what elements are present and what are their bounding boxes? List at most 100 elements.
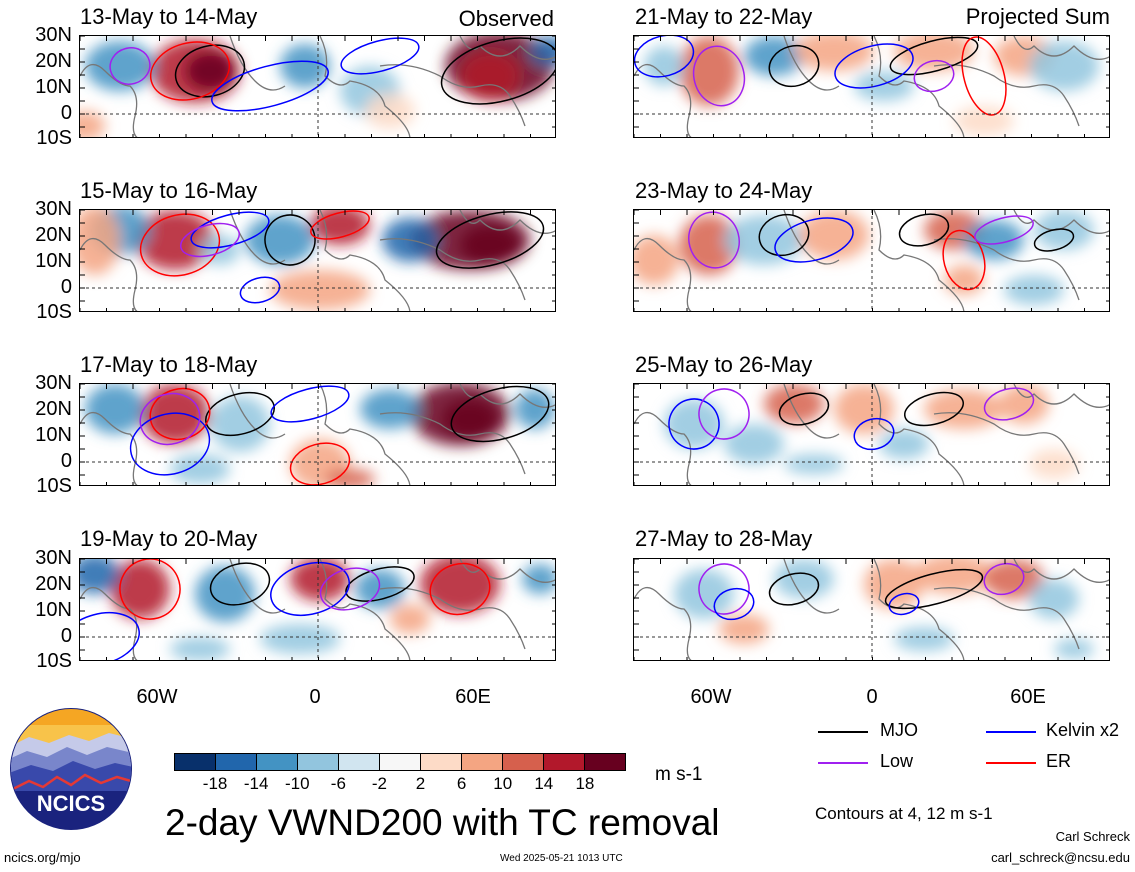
lon-label-60e-right: 60E [1010,686,1046,708]
anomaly-blob [360,389,420,429]
contour [668,398,720,450]
coastline [933,238,1080,301]
contour [768,44,820,88]
coastline [873,210,965,311]
contour [340,37,420,75]
coastline [379,64,526,127]
contour [174,44,246,98]
contour [758,213,810,257]
footer-email[interactable]: carl_schreck@ncsu.edu [991,850,1130,865]
anomaly-blob [310,210,370,245]
contour [778,392,830,426]
lat-label: 10S [36,475,72,497]
anomaly-blob [854,71,914,101]
ncics-logo: NCICS [9,707,133,831]
contour [834,43,914,89]
footer-author: Carl Schreck [1055,829,1130,844]
anomaly-blob [834,384,894,434]
coastline [80,64,138,137]
colorbar-tick-label: -18 [202,774,228,793]
coastline [933,64,1080,127]
lon-label-0-right: 0 [866,686,878,708]
panel-tag-projected: Projected Sum [965,4,1110,29]
legend-label-mjo: MJO [880,720,918,740]
anomaly-blob [864,559,924,609]
map-svg-2 [80,210,555,311]
anomaly-blob [879,429,929,459]
anomaly-blob [420,559,500,614]
axis-ticks [80,210,555,311]
coastline [319,36,411,137]
svg-text:NCICS: NCICS [37,791,105,816]
colorbar-tick-label: -10 [284,774,310,793]
lat-label: 10N [35,424,72,446]
colorbar-swatch [543,754,584,770]
panel-tag-observed: Observed [458,6,554,31]
colorbar-swatch [338,754,379,770]
lat-label: 0 [60,625,72,647]
contour [289,442,351,485]
anomaly-blob [245,215,315,265]
map-panel-3 [79,383,556,486]
anomaly-blob [290,559,350,601]
coastline [379,412,526,475]
colorbar-tick-label: 2 [415,774,426,793]
coastlines [80,559,555,660]
anomaly-blob [110,559,170,619]
contour [270,561,350,617]
footer-url[interactable]: ncics.org/mjo [4,850,81,865]
legend-line-low [818,762,868,764]
contour [109,47,151,85]
lat-label: 0 [60,102,72,124]
colorbar-swatch [297,754,338,770]
anomaly-blob [80,559,120,594]
map-panel-8 [633,558,1110,661]
colorbar-swatch [461,754,502,770]
contour [310,210,370,240]
colorbar-swatch [420,754,461,770]
panel-title-3: 17-May to 18-May [80,352,258,377]
coastline [319,384,411,485]
contour [889,36,979,76]
contour [774,217,854,263]
anomaly-field [85,384,555,485]
coastline [80,238,138,311]
anomaly-blob [460,51,520,101]
map-panel-5 [633,35,1110,138]
lat-label: 30N [35,198,72,220]
legend-label-kelvin: Kelvin x2 [1046,720,1120,740]
anomaly-blob [522,564,555,594]
colorbar-swatch [175,754,215,770]
axis-ticks [634,384,1109,485]
anomaly-blob [185,51,235,91]
coastline [459,36,555,60]
main-title: 2-day VWND200 with TC removal [165,802,720,843]
contour [209,562,271,606]
contour [180,222,240,258]
lon-label-60w-right: 60W [690,686,732,708]
panel-title-4: 19-May to 20-May [80,526,258,551]
contour [149,41,231,101]
contour [139,392,201,446]
map-svg-5 [634,36,1109,137]
contour [692,45,746,107]
axis-ticks [634,210,1109,311]
contours-note: Contours at 4, 12 m s-1 [815,804,993,823]
panel-title-5: 21-May to 22-May [635,4,813,29]
map-panel-1 [79,35,556,138]
coastline [1013,384,1109,408]
lon-label-0-left: 0 [309,686,321,708]
anomaly-blob [964,220,1024,260]
lat-label: 10N [35,599,72,621]
ncics-logo-icon: NCICS [10,708,132,830]
anomaly-blob [85,384,145,434]
contour [429,562,491,616]
lat-label: 10N [35,250,72,272]
colorbar-tick-label: -6 [330,774,346,793]
legend-line-kelvin [986,731,1036,733]
panel-title-1: 13-May to 14-May [80,4,258,29]
anomaly-blob [442,399,498,439]
lat-label: 10S [36,650,72,672]
anomaly-blob [1054,639,1094,659]
contour [942,229,986,291]
